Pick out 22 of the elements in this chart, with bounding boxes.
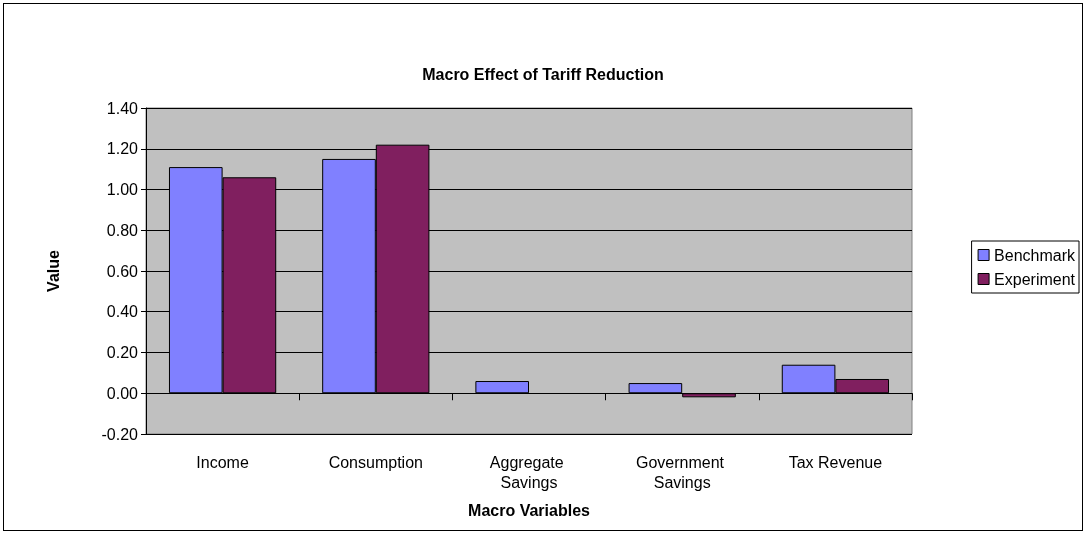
y-tick-label: 1.20 bbox=[106, 140, 139, 158]
y-tick-label: 0.80 bbox=[106, 221, 139, 239]
y-tick-label: 0.60 bbox=[106, 262, 139, 280]
bar bbox=[475, 381, 529, 394]
bar bbox=[628, 383, 683, 394]
y-tick-label: 0.20 bbox=[106, 344, 139, 361]
y-tick-label: 1.00 bbox=[106, 181, 139, 198]
y-tick-label: 0.00 bbox=[106, 384, 139, 402]
legend-label: Experiment bbox=[994, 270, 1076, 288]
y-tick-label: 0.40 bbox=[106, 303, 139, 321]
y-axis-title: Value bbox=[44, 250, 62, 292]
y-tick-label: 1.40 bbox=[106, 99, 139, 117]
x-tick-label: Government Savings bbox=[635, 453, 729, 491]
y-tick-label: -0.20 bbox=[101, 425, 139, 443]
x-tick-label: Aggregate Savings bbox=[489, 453, 569, 491]
x-tick-label: Consumption bbox=[328, 453, 423, 471]
x-tick-label: Income bbox=[196, 453, 249, 471]
chart-title: Macro Effect of Tariff Reduction bbox=[422, 65, 664, 83]
bar bbox=[682, 393, 736, 398]
legend-label: Benchmark bbox=[994, 246, 1076, 264]
x-axis-title: Macro Variables bbox=[468, 501, 591, 519]
x-tick-label: Tax Revenue bbox=[788, 453, 883, 471]
